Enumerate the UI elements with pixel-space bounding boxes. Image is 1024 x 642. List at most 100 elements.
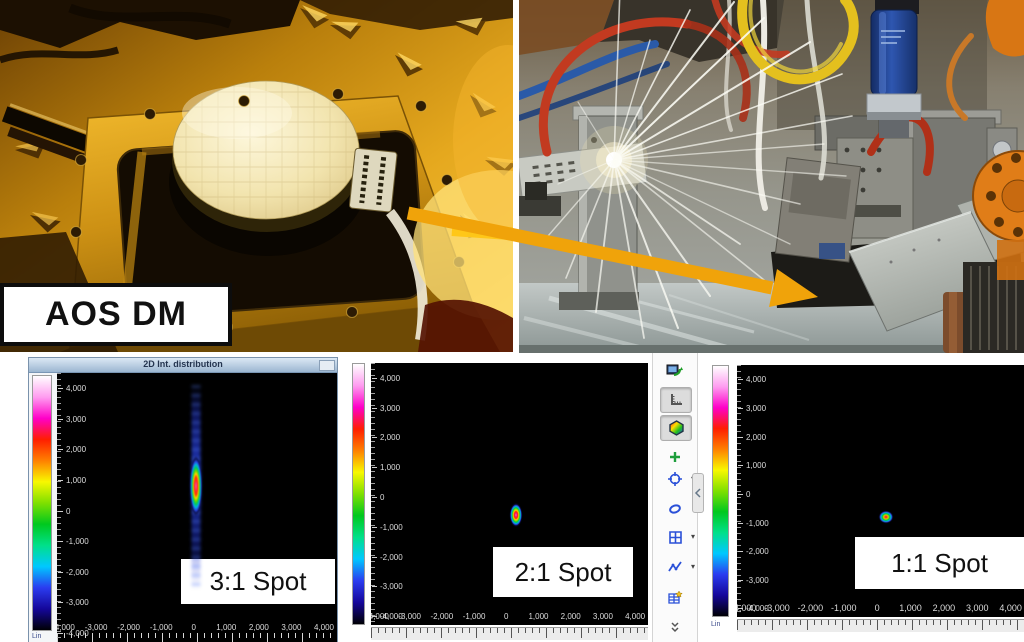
x-tick-label: 2,000	[932, 603, 956, 613]
x-tick-label: 1,000	[216, 623, 237, 632]
x-tick-label: 0	[191, 623, 196, 632]
x-tick-label: -3,000	[764, 603, 790, 613]
y-tick-label: 0	[738, 490, 750, 499]
x-tick-label: -3,000	[398, 612, 421, 621]
collapse-panel-handle[interactable]	[692, 473, 704, 513]
y-tick-label: 2,000	[58, 445, 86, 454]
x-tick-label: 1,000	[528, 612, 549, 621]
x-tick-label: 4,000	[625, 612, 646, 621]
x-tick-label: -4,000	[737, 603, 757, 613]
x-tick-label: 3,000	[592, 612, 613, 621]
x-axis-ruler	[371, 627, 648, 640]
y-tick-label: -2,000	[58, 568, 89, 577]
crosshair-tool-icon[interactable]	[660, 467, 695, 491]
y-tick-label: 3,000	[372, 404, 400, 413]
beam-spot	[878, 510, 893, 524]
aos-dm-label: AOS DM	[0, 283, 232, 346]
y-tick-label: -3,000	[372, 582, 403, 591]
more-tools-icon[interactable]	[660, 615, 690, 639]
window-titlebar[interactable]: 2D Int. distribution	[29, 358, 337, 373]
y-tick-label: 0	[58, 507, 70, 516]
beam-plot-2to1[interactable]: 2:1 Spot 4,000 3,000 2,000 1,000 0 -1,000 -2,0…	[371, 363, 648, 625]
x-tick-label: 0	[504, 612, 509, 621]
y-tick-label: -3,000	[738, 576, 769, 585]
spot-ratio-label: 1:1 Spot	[855, 537, 1024, 589]
y-tick-label: -2,000	[372, 553, 403, 562]
x-axis-ruler	[737, 619, 1024, 632]
window-minimize-button[interactable]	[319, 360, 335, 371]
add-marker-icon[interactable]	[660, 445, 690, 469]
x-tick-label: -2,000	[430, 612, 454, 621]
ellipse-tool-icon[interactable]	[660, 497, 690, 521]
y-tick-label: 1,000	[58, 476, 86, 485]
y-tick-label: 3,000	[738, 404, 766, 413]
y-tick-label: -1,000	[58, 537, 89, 546]
polyline-tool-icon[interactable]	[660, 555, 695, 579]
ruler-icon[interactable]	[660, 387, 692, 413]
spot-window-3to1: 2D Int. distribution Lin 3:1 Spot 4,000 3…	[28, 357, 338, 642]
table-tool-icon[interactable]	[660, 585, 690, 609]
y-tick-label: 4,000	[58, 384, 86, 393]
aos-dm-label-text: AOS DM	[45, 295, 187, 333]
y-tick-label: -1,000	[372, 523, 403, 532]
laser-station-photo	[519, 0, 1024, 353]
y-tick-label: -3,000	[58, 598, 89, 607]
x-tick-label: 3,000	[966, 603, 989, 613]
y-tick-label: -4,000	[372, 612, 403, 621]
x-tick-label: -1,000	[149, 623, 173, 632]
y-tick-label: -4,000	[738, 604, 769, 613]
photo-strip: AOS DM	[0, 0, 1024, 353]
x-tick-label: -1,000	[462, 612, 486, 621]
profiler-toolbar	[652, 353, 698, 642]
spot-panel-1to1: Lin 1:1 Spot 4,000 3,000 2,000 1,000 0 -1,000…	[705, 360, 1024, 642]
x-tick-label: -2,000	[797, 603, 824, 613]
x-tick-label: 4,000	[313, 623, 334, 632]
x-tick-label: -4,000	[371, 612, 389, 621]
grid-tool-icon[interactable]	[660, 525, 695, 549]
y-tick-label: 1,000	[372, 463, 400, 472]
beam-plot-3to1[interactable]: 3:1 Spot 4,000 3,000 2,000 1,000 0 -1,000 -2,0…	[57, 373, 337, 642]
x-tick-label: -2,000	[117, 623, 140, 632]
y-tick-label: -4,000	[58, 629, 89, 638]
spot-ratio-label: 3:1 Spot	[181, 559, 335, 604]
colorbar[interactable]	[712, 365, 729, 617]
bolt-holes	[70, 88, 465, 337]
x-tick-label: 2,000	[248, 623, 269, 632]
chevron-left-icon	[694, 488, 701, 498]
color-palette-icon[interactable]	[660, 415, 692, 441]
x-tick-label: -4,000	[57, 623, 75, 632]
x-tick-label: -3,000	[84, 623, 108, 632]
y-tick-label: 2,000	[372, 433, 400, 442]
export-image-icon[interactable]	[660, 359, 690, 383]
scale-label: Lin	[711, 621, 721, 628]
x-tick-label: -1,000	[831, 603, 857, 613]
y-tick-label: 0	[372, 493, 384, 502]
spot-panel-2to1: 2:1 Spot 4,000 3,000 2,000 1,000 0 -1,000 -2,0…	[345, 360, 648, 642]
y-tick-label: -2,000	[738, 547, 769, 556]
y-tick-label: 3,000	[58, 415, 86, 424]
clamp-hardware	[1, 103, 97, 164]
spot-ratio-label: 2:1 Spot	[493, 547, 633, 597]
x-tick-label: 2,000	[560, 612, 581, 621]
beam-spot	[509, 502, 523, 527]
y-tick-label: 4,000	[372, 374, 400, 383]
window-title: 2D Int. distribution	[143, 359, 223, 369]
flex-connector	[348, 147, 398, 213]
beam-plot-1to1[interactable]: 1:1 Spot 4,000 3,000 2,000 1,000 0 -1,000 -2,0…	[737, 365, 1024, 617]
scale-label: Lin	[32, 633, 42, 640]
colorbar[interactable]	[352, 363, 365, 625]
y-tick-label: -1,000	[738, 519, 769, 528]
beam-profiler-panels: 2D Int. distribution Lin 3:1 Spot 4,000 3…	[0, 353, 1024, 642]
x-tick-label: 1,000	[899, 603, 922, 613]
x-tick-label: 0	[874, 603, 880, 613]
x-tick-label: 4,000	[999, 603, 1022, 613]
x-tick-label: 3,000	[281, 623, 302, 632]
y-tick-label: 2,000	[738, 433, 766, 442]
beam-spot	[189, 455, 203, 517]
laser-head-cylinder	[866, 0, 922, 138]
colorbar[interactable]	[32, 375, 52, 631]
dm-photo: AOS DM	[0, 0, 513, 352]
robot-flange	[972, 0, 1024, 280]
x-axis-ruler	[57, 633, 337, 642]
